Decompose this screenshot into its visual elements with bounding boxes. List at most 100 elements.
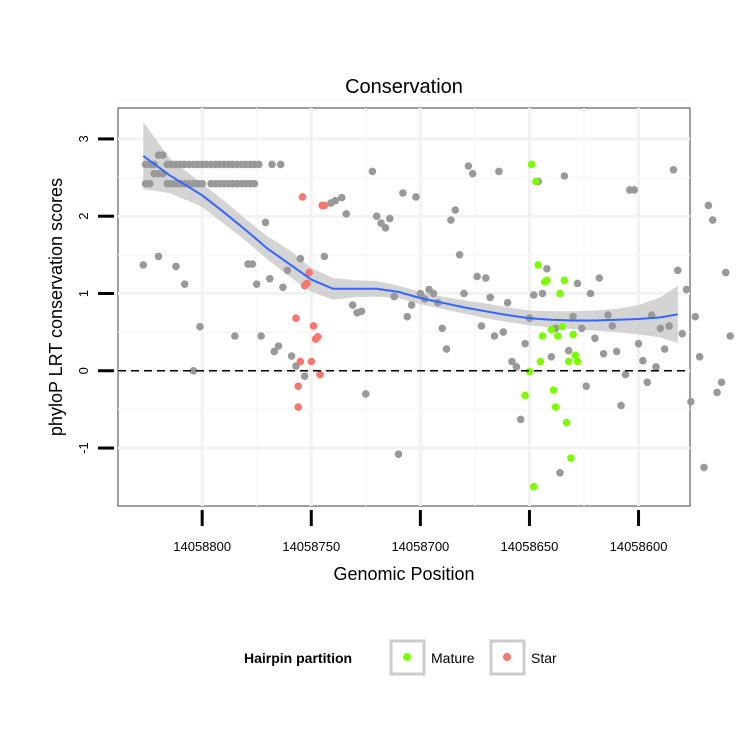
legend: Hairpin partition Mature Star xyxy=(244,639,557,676)
data-point-other xyxy=(231,332,239,340)
data-point-other xyxy=(477,322,486,330)
legend-label-star: Star xyxy=(531,650,557,666)
chart-title: Conservation xyxy=(345,76,463,98)
data-point-star xyxy=(320,201,329,210)
data-point-other xyxy=(416,289,425,298)
data-point-other xyxy=(252,280,261,289)
data-point-other xyxy=(300,372,309,381)
data-point-other xyxy=(678,329,686,338)
data-point-mature xyxy=(569,330,577,339)
smooth-line xyxy=(142,155,678,322)
data-point-other xyxy=(713,388,721,397)
data-point-other xyxy=(691,312,700,321)
data-point-other xyxy=(560,172,569,180)
data-point-other xyxy=(296,254,305,263)
data-point-other xyxy=(538,289,547,298)
data-point-mature xyxy=(564,357,573,366)
confidence-band xyxy=(143,121,678,343)
data-point-other xyxy=(372,212,381,220)
data-point-other xyxy=(331,196,340,205)
data-point-other xyxy=(634,339,643,348)
data-point-other xyxy=(180,280,189,289)
data-point-other xyxy=(621,370,630,379)
data-point-other xyxy=(451,206,460,214)
data-point-other xyxy=(612,347,621,356)
data-point-mature xyxy=(532,177,540,186)
data-point-other xyxy=(189,367,198,375)
data-point-other xyxy=(268,160,276,169)
data-point-other xyxy=(564,346,573,355)
data-point-mature xyxy=(567,454,575,462)
data-point-other xyxy=(582,382,590,391)
data-point-mature xyxy=(571,351,580,360)
data-point-other xyxy=(429,289,438,298)
data-point-other xyxy=(154,252,163,261)
data-point-other xyxy=(586,289,595,298)
data-point-other xyxy=(717,378,726,387)
data-point-other xyxy=(482,274,490,282)
data-point-other xyxy=(708,216,717,224)
data-point-other xyxy=(159,151,167,159)
y-tick-label: 0 xyxy=(76,367,91,374)
data-point-other xyxy=(682,285,691,294)
data-point-other xyxy=(348,301,357,309)
data-point-mature xyxy=(551,403,560,411)
data-point-other xyxy=(146,179,154,188)
data-point-mature xyxy=(530,482,538,491)
data-point-star xyxy=(303,279,311,288)
data-point-other xyxy=(660,345,669,353)
data-point-other xyxy=(394,450,403,459)
data-point-star xyxy=(292,314,300,323)
y-tick-label: 1 xyxy=(76,290,91,297)
smooth-line-layer xyxy=(142,155,678,322)
data-point-other xyxy=(250,179,259,188)
data-point-other xyxy=(381,224,390,232)
data-point-mature xyxy=(525,367,534,376)
data-point-other xyxy=(320,252,329,261)
data-point-other xyxy=(578,324,586,333)
data-point-other xyxy=(468,169,477,178)
data-point-other xyxy=(368,167,377,176)
data-point-star xyxy=(309,322,318,330)
data-point-other xyxy=(530,291,538,299)
data-point-other xyxy=(407,301,416,309)
x-tick-label: 14058700 xyxy=(391,539,449,554)
data-point-mature xyxy=(573,357,582,366)
data-point-other xyxy=(255,160,263,169)
legend-marker-mature xyxy=(403,653,411,661)
data-point-other xyxy=(652,363,660,371)
data-point-other xyxy=(287,352,296,360)
y-tick-label: -1 xyxy=(76,442,91,454)
legend-marker-star xyxy=(503,653,511,661)
x-tick-label: 14058750 xyxy=(282,539,340,554)
data-point-other xyxy=(403,312,412,321)
data-point-other xyxy=(455,251,464,259)
data-point-other xyxy=(499,328,508,336)
data-point-other xyxy=(283,266,292,275)
data-point-other xyxy=(674,266,682,275)
data-point-star xyxy=(305,268,313,277)
data-point-other xyxy=(399,189,407,197)
data-point-other xyxy=(266,275,274,283)
data-point-mature xyxy=(527,160,536,169)
data-point-other xyxy=(687,397,695,406)
data-point-other xyxy=(512,363,521,371)
data-point-other xyxy=(257,332,265,340)
data-point-other xyxy=(556,469,564,477)
data-point-other xyxy=(198,179,206,188)
grid-lines xyxy=(118,99,690,506)
x-tick-label: 14058650 xyxy=(501,539,559,554)
x-tick-label: 14058600 xyxy=(610,539,668,554)
data-point-mature xyxy=(562,418,571,427)
data-point-other xyxy=(460,289,468,298)
data-point-other xyxy=(473,272,481,281)
data-point-star xyxy=(294,382,303,391)
y-axis-title: phyloP LRT conservation scores xyxy=(46,178,66,436)
data-point-other xyxy=(547,353,556,361)
data-point-other xyxy=(669,166,678,174)
data-point-other xyxy=(604,311,612,319)
data-point-other xyxy=(569,312,577,321)
legend-title: Hairpin partition xyxy=(244,650,352,666)
confidence-band-layer xyxy=(143,121,678,343)
